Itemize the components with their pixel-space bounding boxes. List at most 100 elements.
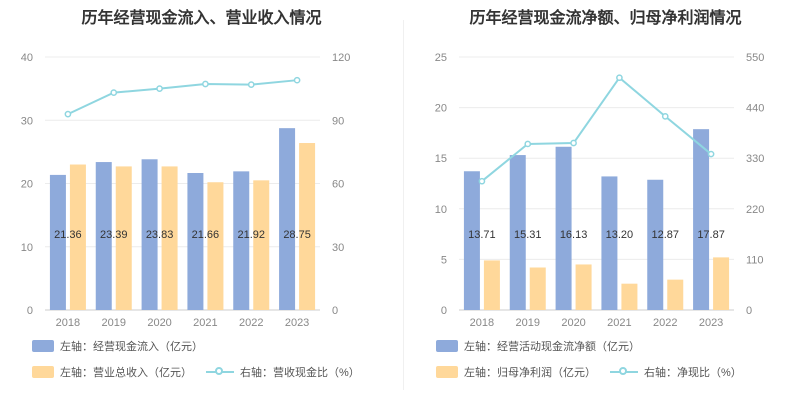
y-tick-label-right: 60 (332, 179, 344, 191)
bar-2018-a (463, 171, 480, 310)
y-tick-label-right: 30 (332, 242, 344, 254)
ratio-point-2018 (64, 110, 72, 118)
x-tick-label: 2023 (699, 317, 723, 329)
chart-plot-area: 0 0 5 110 10 220 15 330 20 440 25 550 2018 2019 2020 20… (435, 52, 765, 329)
data-label: 13.71 (468, 229, 496, 241)
legend-label: 右轴：营收现金比（%） (240, 367, 360, 379)
chart-plot-area: 0 0 10 30 20 60 30 90 40 120 2018 2019 2020 2021 2022 2… (21, 52, 351, 329)
bar-2022-b (253, 180, 270, 310)
y-tick-label-right: 440 (746, 103, 764, 115)
ratio-point-2023 (707, 150, 715, 158)
bar-2023-a (279, 128, 296, 310)
ratio-point-2020 (156, 85, 163, 92)
y-tick-label-right: 120 (332, 52, 350, 64)
data-label: 16.13 (560, 229, 588, 241)
x-tick-label: 2018 (56, 317, 80, 329)
data-label: 12.87 (651, 229, 679, 241)
legend-row: 左轴：营业总收入（亿元） 右轴：营收现金比（%） (32, 364, 374, 380)
legend-item-net-operating-cash[interactable]: 左轴：经营活动现金流净额（亿元） (436, 338, 640, 354)
bar-2023-a (693, 129, 710, 310)
y-tick-label-left: 0 (27, 305, 33, 317)
bar-2022-a (647, 179, 664, 310)
data-label: 23.83 (146, 229, 174, 241)
x-tick-label: 2022 (239, 317, 263, 329)
ratio-point-2021 (616, 74, 623, 82)
bar-2022-a (233, 171, 250, 310)
data-label: 15.31 (514, 229, 542, 241)
ratio-point-2023 (293, 76, 301, 84)
x-tick-label: 2019 (516, 317, 540, 329)
y-tick-label-left: 10 (435, 204, 447, 216)
bar-2020-b (575, 264, 592, 310)
x-tick-label: 2020 (147, 317, 171, 329)
data-label: 28.75 (283, 229, 311, 241)
legend-label: 左轴：经营现金流入（亿元） (60, 341, 203, 353)
legend-item-cash-profit-ratio[interactable]: 右轴：净现比（%） (610, 364, 742, 380)
legend-label: 左轴：归母净利润（亿元） (464, 367, 596, 379)
legend-label: 左轴：经营活动现金流净额（亿元） (464, 341, 640, 353)
x-tick-label: 2021 (607, 317, 631, 329)
y-tick-label-left: 30 (21, 115, 33, 127)
x-tick-label: 2022 (653, 317, 677, 329)
y-tick-label-right: 220 (746, 204, 764, 216)
ratio-point-2022 (247, 81, 255, 88)
bar-2019-a (509, 155, 526, 310)
legend-item-net-profit[interactable]: 左轴：归母净利润（亿元） (436, 364, 596, 380)
data-label: 21.92 (237, 229, 265, 241)
chart-title: 历年经营现金流净额、归母净利润情况 (469, 10, 742, 27)
legend-label: 右轴：净现比（%） (644, 367, 742, 379)
bar-2020-a (141, 159, 158, 310)
bar-2021-b (621, 283, 638, 310)
y-tick-label-right: 0 (746, 305, 752, 317)
y-tick-label-left: 10 (21, 242, 33, 254)
y-tick-label-left: 15 (435, 153, 447, 165)
x-tick-label: 2018 (470, 317, 494, 329)
bar-2020-b (161, 166, 178, 310)
ratio-point-2022 (661, 112, 669, 120)
panel-divider (403, 20, 404, 390)
y-tick-label-left: 25 (435, 52, 447, 64)
ratio-point-2018 (478, 177, 486, 185)
legend-item-revenue[interactable]: 左轴：营业总收入（亿元） (32, 364, 192, 380)
bar-2021-a (601, 176, 618, 310)
x-tick-label: 2023 (285, 317, 309, 329)
bar-2018-b (69, 164, 86, 310)
x-tick-label: 2020 (561, 317, 585, 329)
data-label: 17.87 (697, 229, 725, 241)
ratio-line (481, 76, 712, 182)
legend-line-swatch (206, 366, 234, 378)
ratio-line (67, 79, 298, 116)
legend-swatch (32, 340, 54, 352)
legend-row: 左轴：经营现金流入（亿元） (32, 338, 217, 354)
legend-label: 左轴：营业总收入（亿元） (60, 367, 192, 379)
ratio-point-2020 (570, 139, 577, 147)
y-tick-label-right: 0 (332, 305, 338, 317)
legend-line-swatch (610, 366, 638, 378)
y-tick-label-left: 40 (21, 52, 33, 64)
chart-panel-cash-inflow-revenue: 历年经营现金流入、营业收入情况 0 0 10 30 20 60 30 90 40 120 2018 2… (0, 0, 403, 415)
ratio-point-2021 (202, 80, 209, 88)
bar-2019-b (529, 267, 546, 310)
y-tick-label-left: 0 (441, 305, 447, 317)
bar-2019-b (115, 166, 132, 310)
ratio-point-2019 (524, 140, 532, 148)
y-tick-label-left: 20 (21, 179, 33, 191)
bar-2023-b (299, 143, 316, 310)
bar-2021-a (187, 173, 204, 310)
y-tick-label-left: 20 (435, 103, 447, 115)
legend-item-cash-revenue-ratio[interactable]: 右轴：营收现金比（%） (206, 364, 360, 380)
bar-2022-b (667, 279, 684, 310)
legend-row: 左轴：经营活动现金流净额（亿元） (436, 338, 654, 354)
x-tick-label: 2019 (102, 317, 126, 329)
legend-swatch (32, 366, 54, 378)
bar-2019-a (95, 162, 112, 310)
chart-panel-net-cash-profit: 历年经营现金流净额、归母净利润情况 0 0 5 110 10 220 15 330 20 440 2… (404, 0, 807, 415)
legend-item-cash-inflow[interactable]: 左轴：经营现金流入（亿元） (32, 338, 203, 354)
bar-2021-b (207, 182, 224, 310)
data-label: 21.66 (192, 229, 220, 241)
bar-2020-a (555, 146, 572, 310)
data-label: 21.36 (54, 229, 82, 241)
legend-swatch (436, 366, 458, 378)
bar-2023-b (713, 257, 730, 310)
x-tick-label: 2021 (193, 317, 217, 329)
